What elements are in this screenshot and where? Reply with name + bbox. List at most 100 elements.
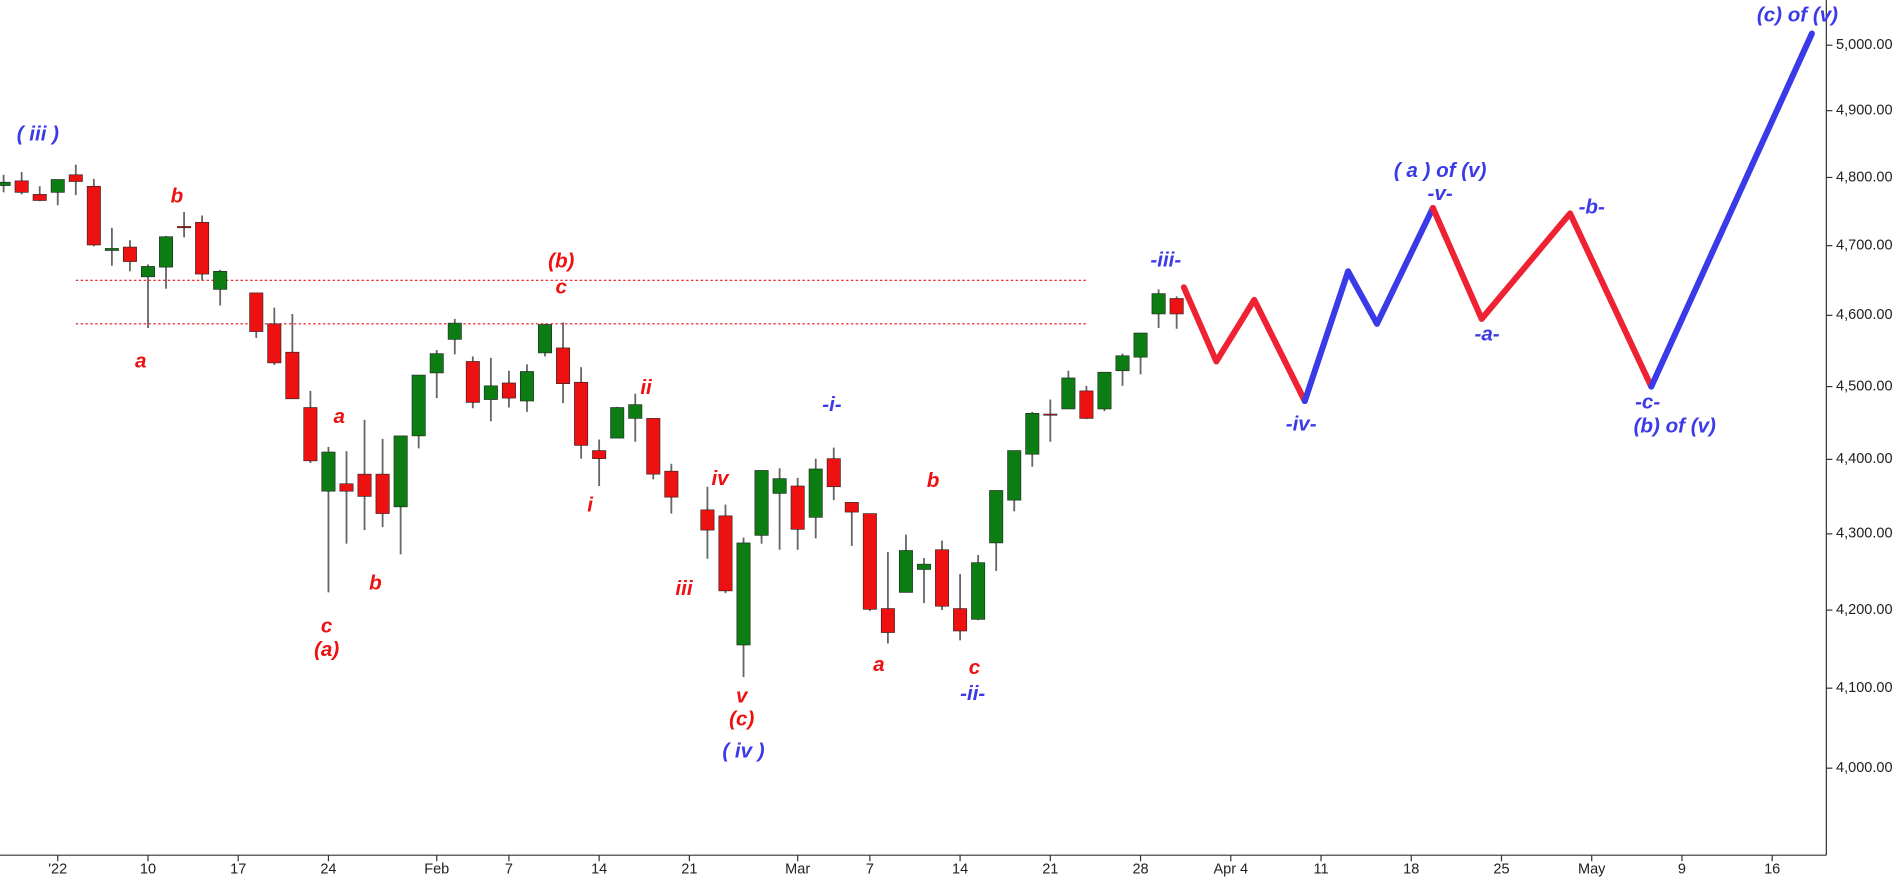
x-tick-label: 7 [505,862,513,878]
candle-body [862,513,877,610]
candle-body [718,515,733,592]
wave-label: (c) of (v) [1757,4,1838,27]
y-tick-label: 4,400.00 [1836,451,1893,467]
wave-label: ( a ) of (v) [1394,159,1487,182]
y-tick-label: 4,500.00 [1836,378,1893,394]
candle-body [935,549,950,607]
wave-label: a [873,653,884,676]
x-tick-label: 14 [591,862,607,878]
candle-body [267,323,282,364]
candle-body [844,502,859,513]
wave-label: -ii- [960,682,985,705]
x-tick-label: 11 [1313,862,1328,878]
candle-body [195,222,210,275]
candle-body [610,407,625,439]
candle-body [592,450,607,459]
y-tick-label: 4,100.00 [1836,680,1893,696]
candle-body [159,236,174,268]
wave-label: c [969,656,981,679]
candle-body [953,608,968,632]
x-tick-label: May [1578,862,1606,878]
x-tick-label: 10 [140,862,156,878]
x-tick-label: 9 [1678,862,1686,878]
x-tick-label: 14 [952,862,968,878]
x-tick-label: 24 [320,862,336,878]
x-tick-label: 16 [1764,862,1780,878]
x-tick-label: 21 [681,862,697,878]
wave-label: -iii- [1150,248,1181,271]
candle-body [772,478,787,494]
candle-body [375,473,390,514]
y-tick-label: 4,700.00 [1836,238,1893,254]
candle-body [1115,355,1130,372]
y-tick-label: 4,000.00 [1836,760,1893,776]
candle-body [808,468,823,518]
candle-body [1043,413,1058,416]
x-tick-label: 25 [1493,862,1509,878]
x-tick-label: 21 [1042,862,1058,878]
candle-body [574,381,589,446]
candle-body [1151,293,1166,315]
x-tick-label: Feb [424,862,449,878]
wave-label: b [927,469,940,492]
wave-label: (c) [729,707,754,730]
candle-body [1025,413,1040,455]
candle-body [465,361,480,403]
candle-body [971,562,986,620]
y-tick-label: 4,800.00 [1836,169,1893,185]
wave-label: -i- [822,393,842,416]
x-tick-label: 18 [1403,862,1419,878]
candle-body [249,292,264,332]
wave-label: -iv- [1286,412,1317,435]
candle-body [411,374,426,437]
wave-label: iii [675,577,693,600]
wave-label: (a) [314,638,339,661]
candle-body [664,470,679,498]
x-tick-label: Mar [785,862,810,878]
y-tick-label: 4,600.00 [1836,307,1893,323]
candle-body [538,324,552,354]
wave-label: a [135,350,146,373]
x-tick-label: Apr 4 [1213,862,1248,878]
x-tick-label: 17 [230,862,246,878]
candle-body [754,470,769,536]
wave-label: c [321,615,333,638]
wave-label: a [334,405,345,428]
candle-body [321,451,336,492]
candle-body [1007,450,1022,501]
wave-label: (b) [548,250,574,273]
candle-body [736,542,751,646]
candle-body [989,490,1004,544]
candle-body [700,509,715,531]
candle-body [519,371,534,402]
wave-label: b [171,185,184,208]
candle-body [285,351,300,400]
candle-body [86,185,101,246]
wave-label: ( iii ) [17,123,59,146]
wave-label: v [736,684,749,707]
candle-body [917,563,931,570]
wave-label: iv [711,467,730,490]
wave-label: c [556,275,568,298]
candle-body [339,483,354,492]
candle-body [0,181,11,186]
candle-body [32,194,47,201]
x-tick-label: '22 [48,862,67,878]
wave-label: -b- [1579,195,1605,218]
wave-label: i [587,494,594,517]
candle-body [556,347,571,384]
x-tick-label: 28 [1132,862,1148,878]
candle-body [122,246,137,262]
wave-label: -c- [1635,391,1660,414]
y-tick-label: 4,900.00 [1836,103,1893,119]
candle-body [826,458,841,488]
wave-label: -v- [1428,182,1453,205]
candle-body [50,179,65,193]
projection-line [1429,204,1655,390]
candle-body [880,608,895,633]
candle-body [1169,298,1184,315]
candle-body [628,404,643,419]
candle-body [177,226,192,229]
